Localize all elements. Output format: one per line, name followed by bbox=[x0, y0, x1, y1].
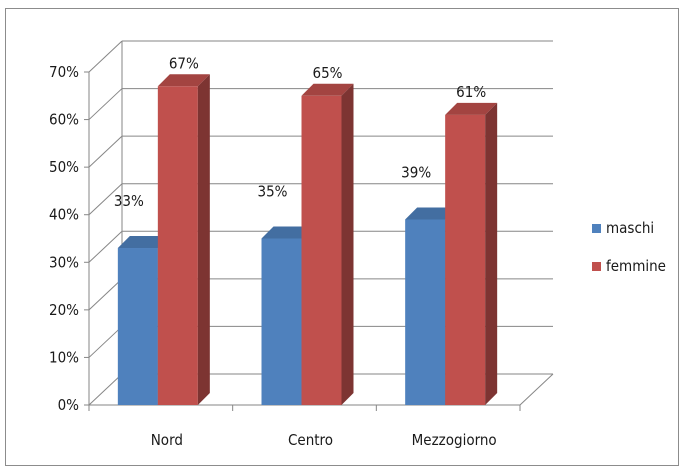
bar-maschi-Mezzogiorno bbox=[405, 219, 446, 405]
gridline-side bbox=[88, 278, 123, 311]
x-axis-labels: Nord Centro Mezzogiorno bbox=[151, 431, 497, 449]
y-tick-label: 10% bbox=[49, 348, 79, 366]
bars bbox=[117, 74, 498, 406]
floor-right-edge bbox=[519, 373, 554, 406]
y-tick-label: 50% bbox=[49, 158, 79, 176]
bar-femmine-Mezzogiorno bbox=[445, 114, 486, 406]
x-category-label: Nord bbox=[151, 431, 183, 449]
bar-side bbox=[341, 83, 354, 406]
x-category-label: Mezzogiorno bbox=[412, 431, 497, 449]
legend-label-maschi: maschi bbox=[606, 219, 654, 237]
legend: maschi femmine bbox=[592, 219, 666, 275]
bar-maschi-Nord bbox=[117, 248, 158, 405]
bar-top bbox=[261, 226, 314, 239]
data-label: 61% bbox=[456, 83, 486, 101]
y-tick-label: 30% bbox=[49, 253, 79, 271]
bar-top bbox=[405, 207, 458, 220]
gridline-side bbox=[88, 40, 123, 73]
gridline-side bbox=[88, 183, 123, 216]
gridline-side bbox=[88, 230, 123, 263]
gridline-side bbox=[88, 88, 123, 120]
gridline-side bbox=[88, 135, 123, 168]
data-label: 39% bbox=[401, 163, 431, 181]
bar-femmine-Nord bbox=[157, 86, 198, 406]
bar-top bbox=[445, 102, 498, 115]
y-tick-label: 40% bbox=[49, 206, 79, 224]
legend-swatch-femmine bbox=[592, 262, 601, 271]
x-category-label: Centro bbox=[288, 431, 333, 449]
bar-side bbox=[485, 102, 498, 406]
y-tick-label: 0% bbox=[58, 396, 80, 414]
data-labels: 33% 67% 35% 65% 39% 61% bbox=[114, 54, 487, 210]
y-axis-ticks: 0% 10% 20% 30% 40% 50% 60% 70% bbox=[49, 63, 79, 414]
data-label: 65% bbox=[313, 64, 343, 82]
y-tick-label: 60% bbox=[49, 111, 79, 129]
data-label: 67% bbox=[169, 54, 199, 72]
data-label: 33% bbox=[114, 192, 144, 210]
legend-swatch-maschi bbox=[592, 224, 601, 233]
gridline-side bbox=[88, 326, 123, 358]
legend-label-femmine: femmine bbox=[606, 257, 666, 275]
bar-maschi-Centro bbox=[261, 238, 302, 405]
bar-top bbox=[117, 236, 170, 249]
bar-femmine-Centro bbox=[301, 95, 342, 406]
data-label: 35% bbox=[258, 183, 288, 201]
gridline-side bbox=[88, 373, 123, 406]
y-tick-label: 20% bbox=[49, 301, 79, 319]
y-tick-label: 70% bbox=[49, 63, 79, 81]
bar-top bbox=[157, 74, 210, 87]
bar-side bbox=[197, 74, 210, 406]
bar-top bbox=[301, 83, 354, 96]
